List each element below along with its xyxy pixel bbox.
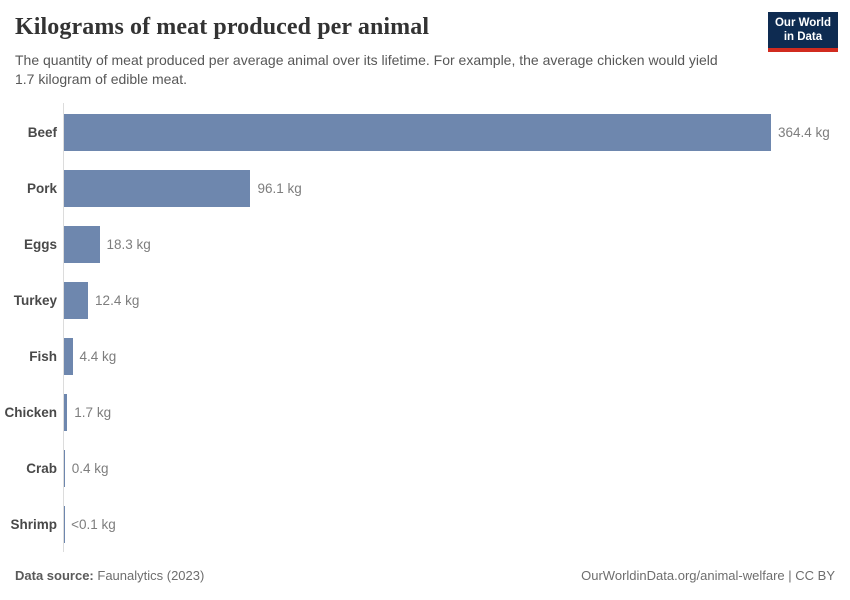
- bar-chicken[interactable]: [64, 393, 68, 431]
- chart-title: Kilograms of meat produced per animal: [15, 14, 430, 40]
- bar-row: Pork 96.1 kg: [0, 160, 850, 216]
- bar-track: 4.4 kg: [64, 337, 850, 375]
- owid-logo[interactable]: Our World in Data: [767, 12, 838, 52]
- bar-beef[interactable]: [64, 113, 771, 151]
- bar-row: Beef 364.4 kg: [0, 104, 850, 160]
- bar-row: Shrimp <0.1 kg: [0, 496, 850, 552]
- category-label-turkey: Turkey: [13, 292, 57, 308]
- bar-chart: Beef 364.4 kg Pork 96.1 kg Eggs 18.3 kg Turkey…: [0, 103, 850, 552]
- footer-credit: OurWorldinData.org/animal-welfare | CC B…: [581, 568, 835, 583]
- data-source: Data source: Faunalytics (2023): [15, 568, 204, 583]
- bar-row: Eggs 18.3 kg: [0, 216, 850, 272]
- data-source-label: Data source:: [15, 568, 94, 583]
- category-label-shrimp: Shrimp: [10, 516, 57, 532]
- bar-track: 0.4 kg: [64, 449, 850, 487]
- bar-track: 364.4 kg: [64, 113, 850, 151]
- category-label-chicken: Chicken: [4, 404, 57, 420]
- value-label-beef: 364.4 kg: [778, 124, 830, 140]
- data-source-value: Faunalytics (2023): [97, 568, 205, 583]
- bar-pork[interactable]: [64, 169, 251, 207]
- bar-eggs[interactable]: [64, 225, 100, 263]
- y-axis-line: [63, 103, 64, 552]
- footer-url[interactable]: OurWorldinData.org/animal-welfare: [581, 568, 785, 583]
- category-label-pork: Pork: [26, 180, 57, 196]
- bar-track: 96.1 kg: [64, 169, 850, 207]
- value-label-turkey: 12.4 kg: [95, 292, 140, 308]
- bar-row: Chicken 1.7 kg: [0, 384, 850, 440]
- bar-track: 12.4 kg: [64, 281, 850, 319]
- bar-track: 1.7 kg: [64, 393, 850, 431]
- footer-separator: |: [784, 568, 796, 583]
- value-label-shrimp: <0.1 kg: [71, 516, 116, 532]
- category-label-beef: Beef: [27, 124, 57, 140]
- bar-crab[interactable]: [64, 449, 65, 487]
- value-label-eggs: 18.3 kg: [106, 236, 151, 252]
- category-label-fish: Fish: [29, 348, 57, 364]
- owid-logo-line1: Our World: [774, 17, 831, 29]
- category-label-crab: Crab: [26, 460, 57, 476]
- value-label-crab: 0.4 kg: [71, 460, 109, 476]
- value-label-fish: 4.4 kg: [79, 348, 117, 364]
- owid-logo-line2: in Data: [783, 30, 823, 43]
- value-label-pork: 96.1 kg: [257, 180, 302, 196]
- chart-footer: Data source: Faunalytics (2023) OurWorld…: [15, 568, 835, 583]
- bar-row: Turkey 12.4 kg: [0, 272, 850, 328]
- category-label-eggs: Eggs: [23, 236, 57, 252]
- bar-track: 18.3 kg: [64, 225, 850, 263]
- bar-row: Crab 0.4 kg: [0, 440, 850, 496]
- bar-rows: Beef 364.4 kg Pork 96.1 kg Eggs 18.3 kg Turkey…: [0, 104, 850, 552]
- bar-row: Fish 4.4 kg: [0, 328, 850, 384]
- bar-turkey[interactable]: [64, 281, 89, 319]
- footer-license: CC BY: [795, 568, 835, 583]
- bar-fish[interactable]: [64, 337, 73, 375]
- value-label-chicken: 1.7 kg: [74, 404, 112, 420]
- chart-subtitle: The quantity of meat produced per averag…: [15, 52, 718, 87]
- bar-track: <0.1 kg: [64, 505, 850, 543]
